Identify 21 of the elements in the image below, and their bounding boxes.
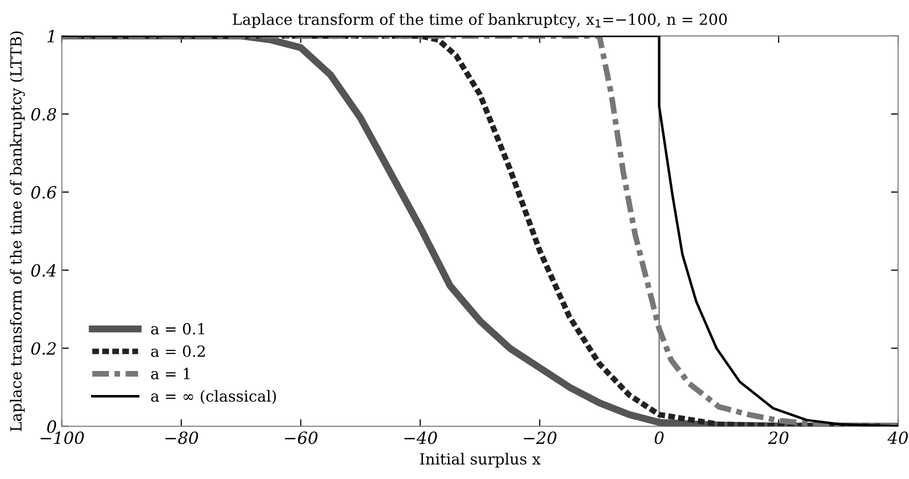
x-axis-title: Initial surplus x — [420, 452, 540, 468]
x-tick-label: −20 — [524, 431, 556, 444]
legend-label: a = 0.1 — [151, 322, 204, 335]
chart-title: Laplace transform of the time of bankruptcy, x$_{1}$=−100, n = 200 — [232, 13, 727, 28]
legend-label: a = 0.2 — [151, 345, 205, 357]
y-tick-label: 0.4 — [31, 264, 56, 277]
x-tick-label: −100 — [40, 431, 84, 444]
y-tick-label: 0.6 — [31, 186, 56, 199]
x-tick-label: 0 — [654, 431, 664, 444]
legend-label: a = 1 — [151, 368, 190, 380]
x-tick-label: −60 — [284, 431, 318, 444]
y-axis-title: Laplace transform of the time of bankruptcy (LTTB) — [10, 31, 25, 432]
y-tick-label: 0.8 — [31, 108, 56, 121]
y-tick-label: 0 — [47, 420, 56, 433]
x-tick-label: −80 — [165, 431, 198, 444]
legend-label: a = ∞ (classical) — [151, 390, 276, 404]
y-tick-label: 0.2 — [31, 342, 56, 355]
x-tick-label: −40 — [404, 431, 437, 444]
y-tick-label: 1 — [48, 30, 54, 42]
x-tick-label: 40 — [887, 431, 908, 444]
x-tick-label: 20 — [768, 431, 788, 444]
